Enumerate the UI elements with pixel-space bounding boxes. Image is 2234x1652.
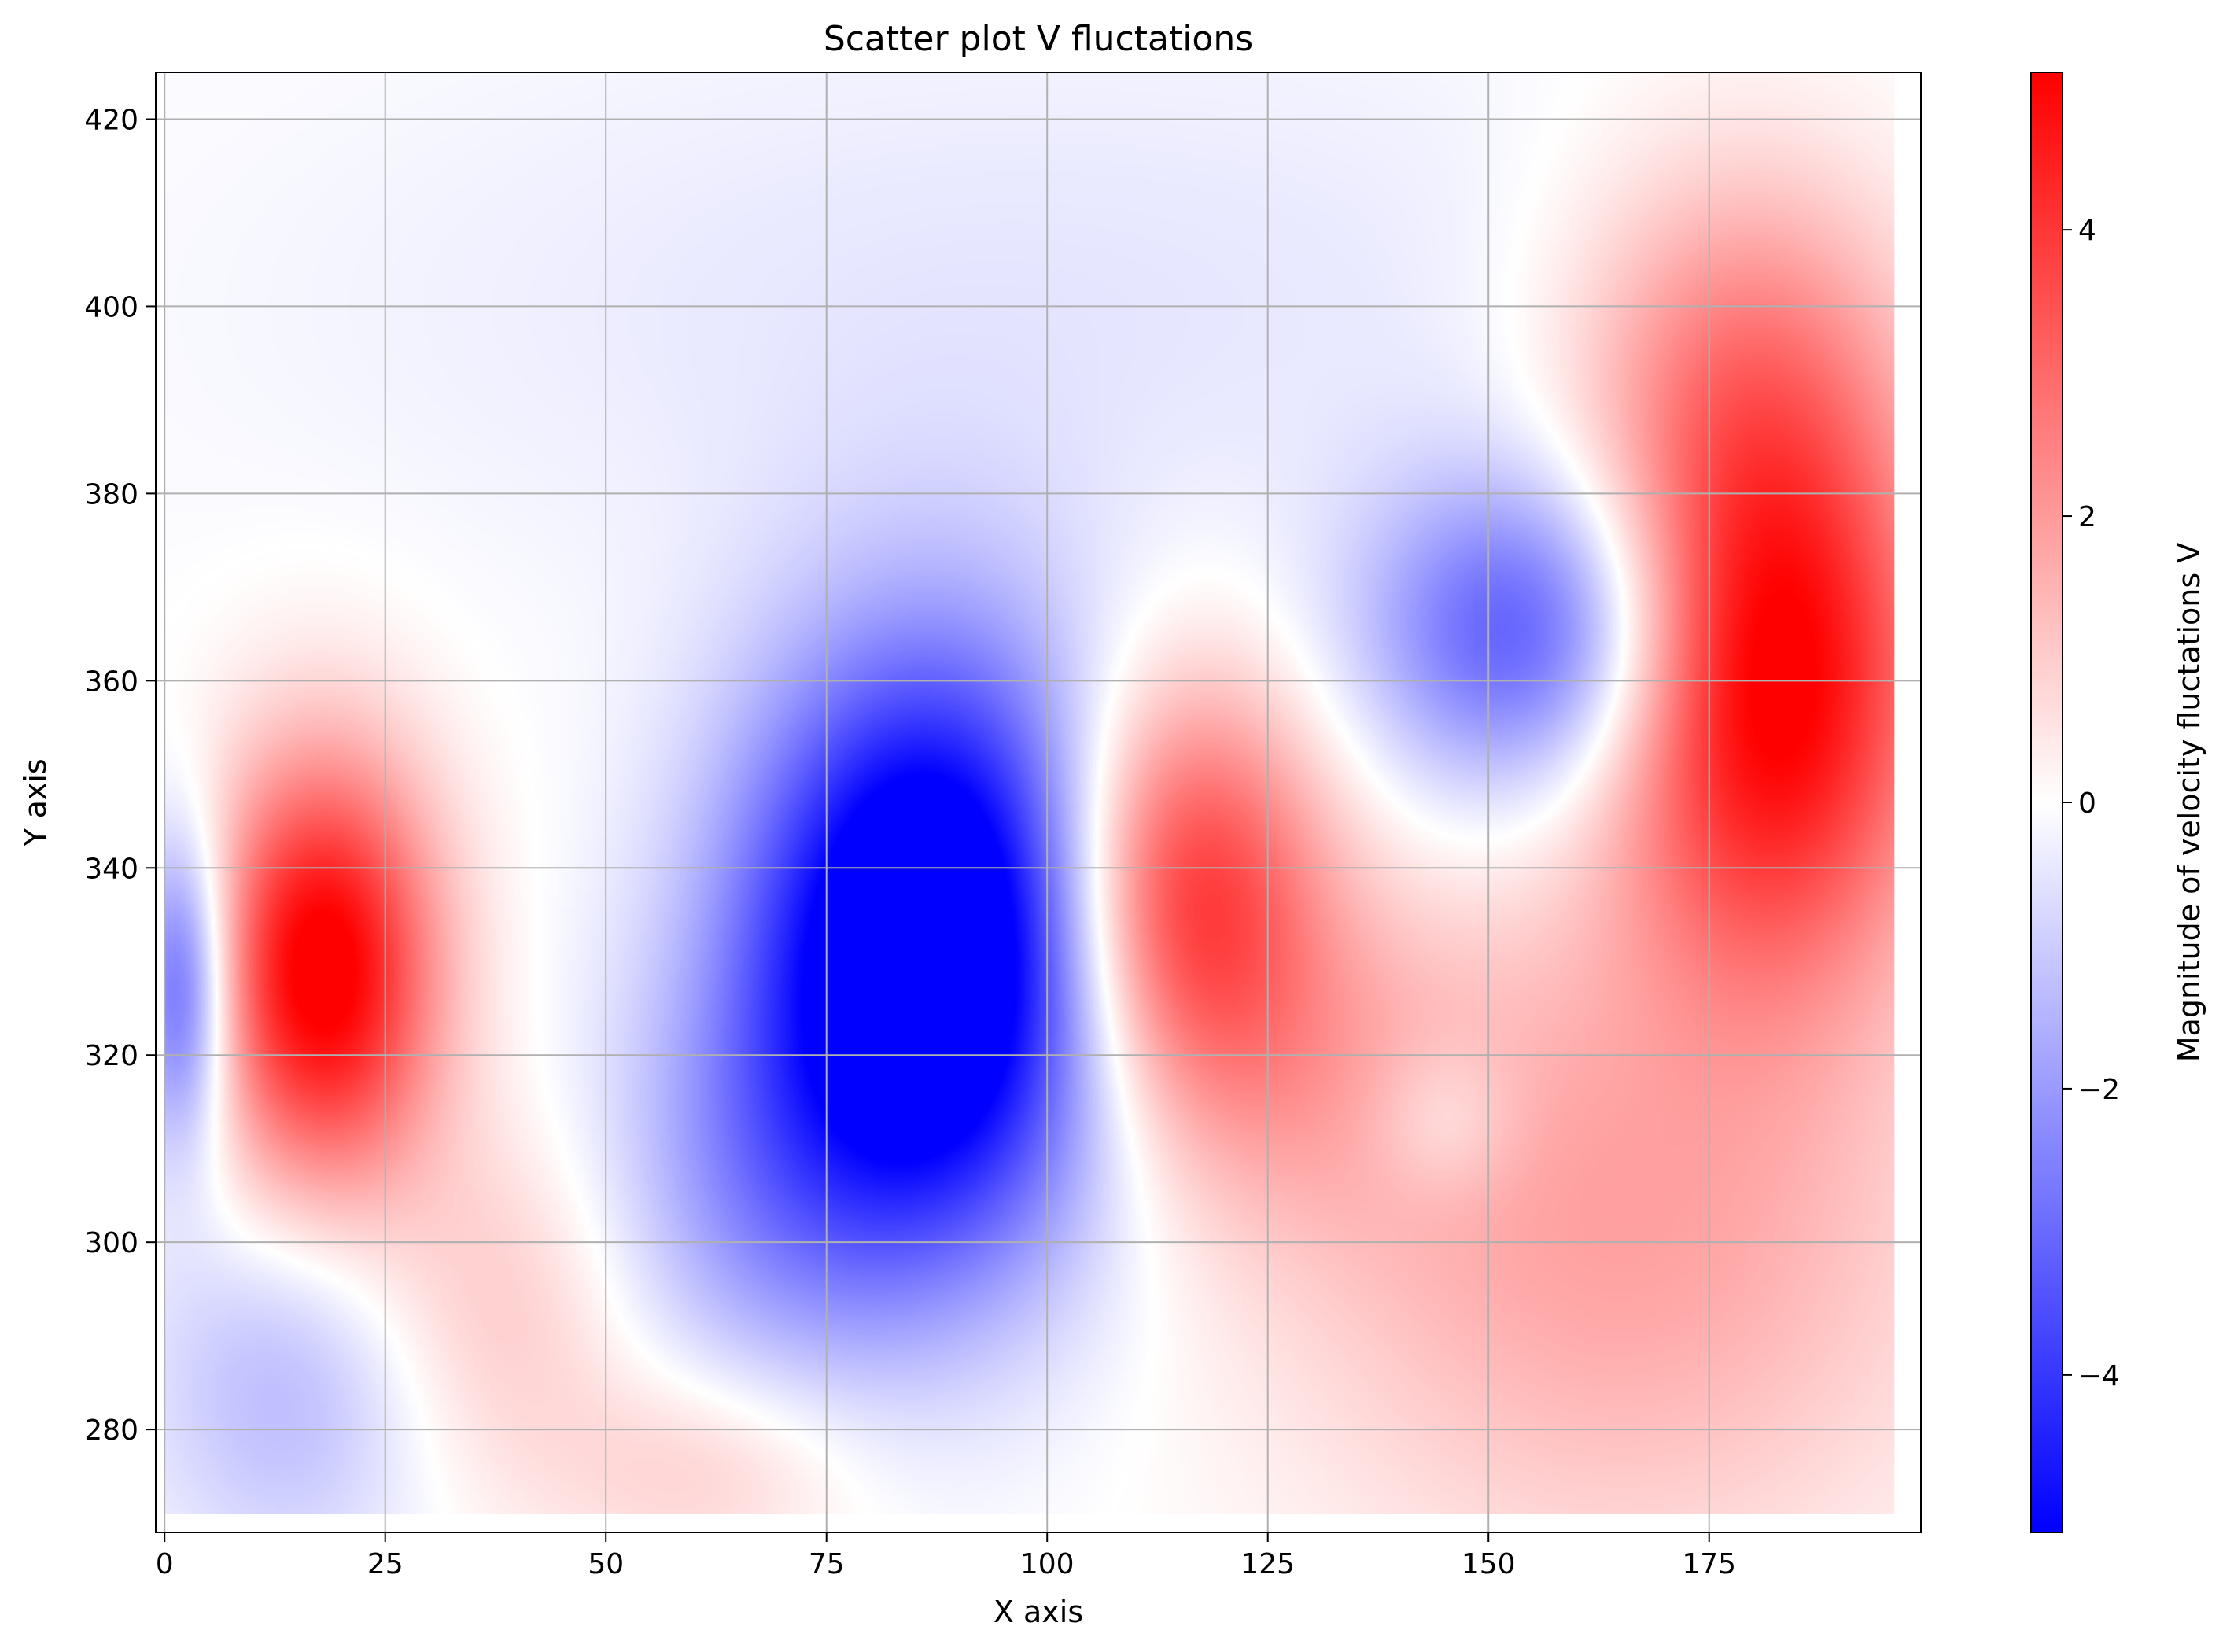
x-axis-label: X axis [994,1595,1083,1629]
colorbar-gradient [2031,72,2063,1532]
y-tick-label: 300 [84,1227,138,1259]
x-tick-label: 175 [1682,1548,1736,1580]
colorbar-tick-label: −2 [2078,1074,2120,1106]
y-tick-label: 380 [84,478,138,511]
chart-title: Scatter plot V fluctations [824,19,1253,59]
y-tick-label: 360 [84,666,138,698]
x-tick-label: 75 [809,1548,845,1580]
x-tick-label: 25 [367,1548,404,1580]
x-tick-label: 150 [1462,1548,1516,1580]
colorbar-label: Magnitude of velocity fluctations V [2172,543,2206,1062]
y-tick-label: 280 [84,1414,138,1447]
x-axis: 0 25 50 75 100 125 150 175 [156,1532,1736,1580]
colorbar-tick-label: 2 [2078,501,2096,533]
y-axis-label: Y axis [18,758,53,846]
heatmap-field [164,72,1895,1514]
y-axis: 280 300 320 340 360 380 400 420 [84,104,156,1447]
grid-lines [156,72,1921,1532]
x-tick-label: 0 [156,1548,174,1580]
y-tick-label: 340 [84,853,138,885]
colorbar-tick-label: 4 [2078,215,2096,247]
colorbar-tick-label: −4 [2078,1360,2120,1392]
colorbar-axis: −4 −2 0 2 4 [2063,215,2120,1392]
x-tick-label: 125 [1240,1548,1295,1580]
x-tick-label: 50 [588,1548,624,1580]
y-tick-label: 320 [84,1040,138,1072]
y-tick-label: 400 [84,291,138,323]
x-tick-label: 100 [1020,1548,1075,1580]
y-tick-label: 420 [84,104,138,136]
plot-frame [155,72,1922,1533]
colorbar-tick-label: 0 [2078,787,2096,820]
